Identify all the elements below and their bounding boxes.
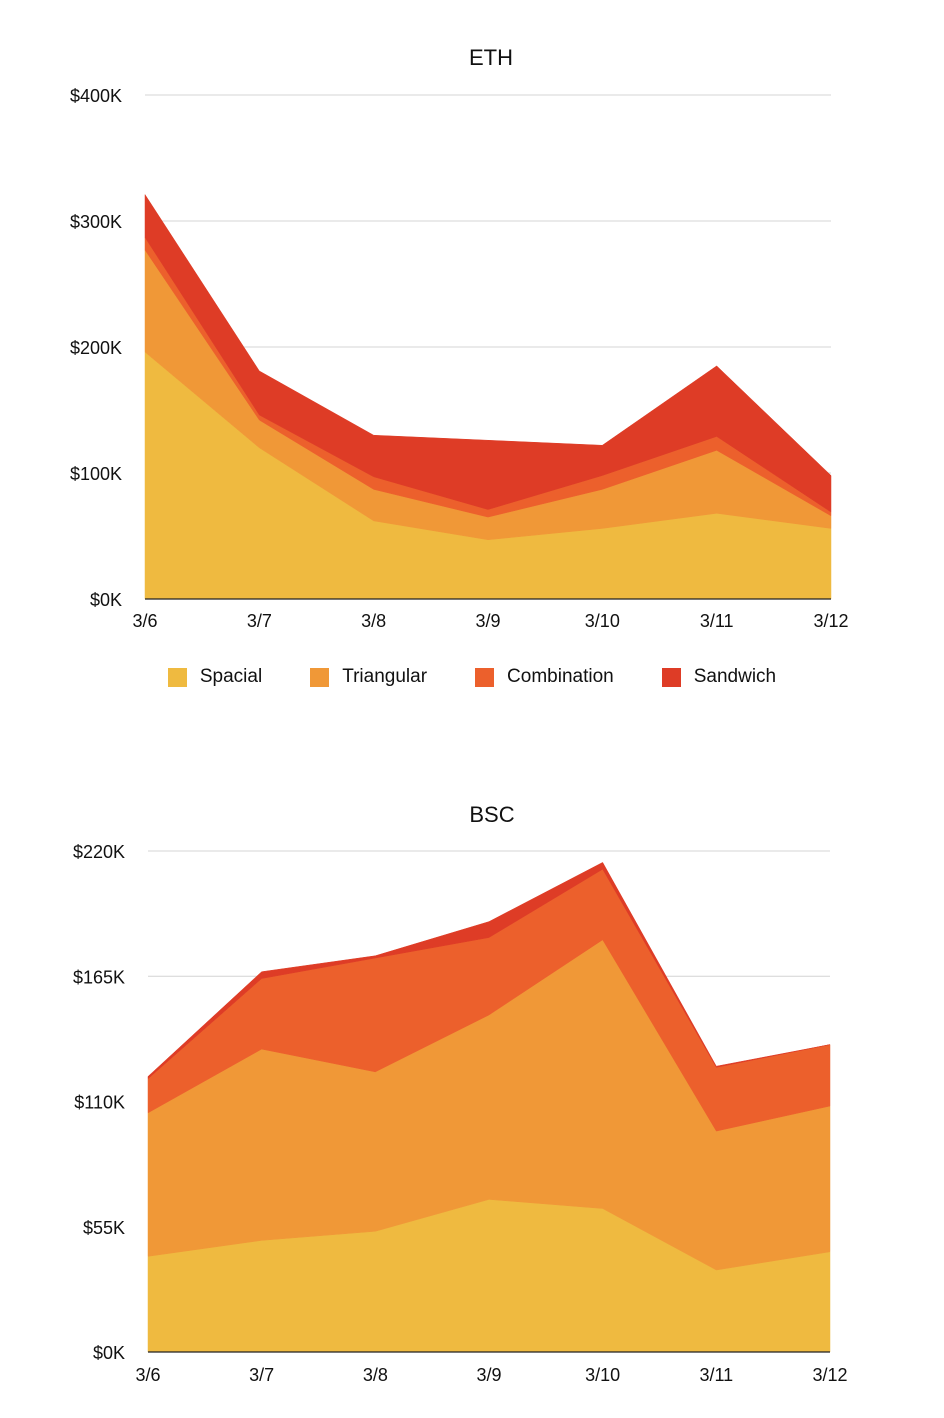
y-tick-label: $100K <box>70 464 122 484</box>
x-tick-label: 3/8 <box>361 611 386 631</box>
y-tick-label: $400K <box>70 86 122 106</box>
area-sandwich <box>147 862 831 1080</box>
legend-label: Triangular <box>342 666 428 687</box>
legend-swatch <box>661 667 681 687</box>
y-tick-label: $200K <box>70 338 122 358</box>
legend-swatch <box>475 667 495 687</box>
x-tick-label: 3/6 <box>132 611 157 631</box>
x-tick-label: 3/7 <box>249 1365 274 1385</box>
y-tick-label: $0K <box>90 590 122 610</box>
y-tick-label: $300K <box>70 212 122 232</box>
legend-item-combination: Combination <box>475 666 614 688</box>
legend-label: Sandwich <box>693 666 777 687</box>
legend-swatch <box>167 667 187 687</box>
x-tick-label: 3/10 <box>585 611 620 631</box>
x-tick-label: 3/12 <box>812 1365 847 1385</box>
legend-label: Spacial <box>199 666 263 687</box>
legend-label: Combination <box>507 666 614 687</box>
chart-title: ETH <box>469 45 513 70</box>
chart-title: BSC <box>469 802 514 827</box>
legend-item-triangular: Triangular <box>310 666 427 688</box>
legend: Spacial Triangular Combination Sandwich <box>0 666 944 688</box>
x-tick-label: 3/11 <box>700 611 734 631</box>
legend-item-spacial: Spacial <box>167 666 263 688</box>
area-sandwich <box>144 193 832 513</box>
x-tick-label: 3/9 <box>476 1365 501 1385</box>
x-tick-label: 3/9 <box>475 611 500 631</box>
x-tick-label: 3/11 <box>699 1365 733 1385</box>
x-tick-label: 3/7 <box>247 611 272 631</box>
x-tick-label: 3/8 <box>363 1365 388 1385</box>
x-tick-label: 3/12 <box>813 611 848 631</box>
legend-item-sandwich: Sandwich <box>661 666 777 688</box>
y-tick-label: $165K <box>73 967 125 987</box>
y-tick-label: $0K <box>93 1343 125 1363</box>
legend-swatch <box>310 667 330 687</box>
y-tick-label: $55K <box>83 1218 125 1238</box>
y-tick-label: $220K <box>73 842 125 862</box>
x-tick-label: 3/10 <box>585 1365 620 1385</box>
y-tick-label: $110K <box>74 1093 125 1113</box>
x-tick-label: 3/6 <box>135 1365 160 1385</box>
